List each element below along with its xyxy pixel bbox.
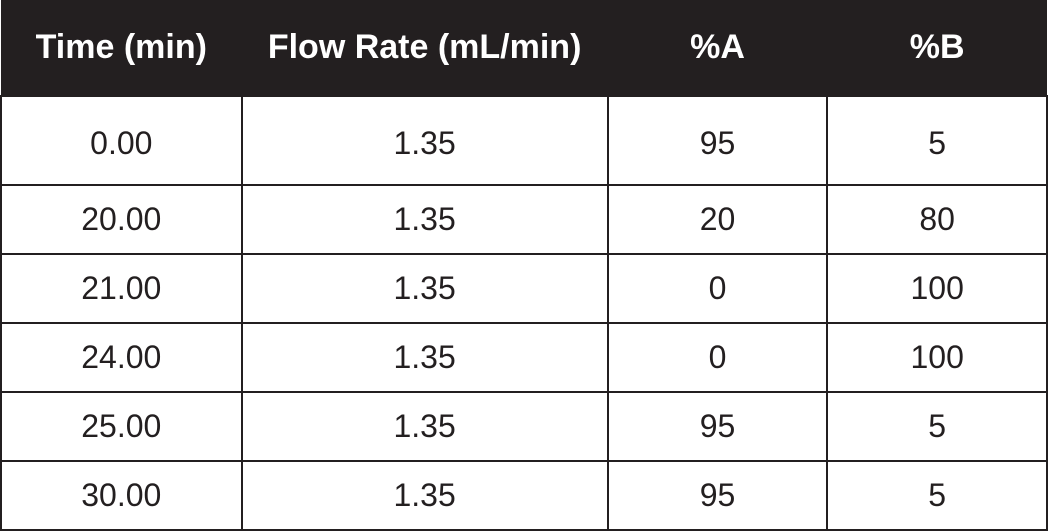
cell-flow: 1.35: [242, 96, 608, 185]
table-row: 25.00 1.35 95 5: [1, 392, 1047, 461]
cell-flow: 1.35: [242, 392, 608, 461]
table-header-row: Time (min) Flow Rate (mL/min) %A %B: [1, 0, 1047, 96]
col-header-b: %B: [827, 0, 1047, 96]
cell-b: 5: [827, 392, 1047, 461]
cell-flow: 1.35: [242, 461, 608, 530]
cell-time: 0.00: [1, 96, 242, 185]
cell-a: 95: [608, 392, 828, 461]
cell-flow: 1.35: [242, 185, 608, 254]
gradient-table-container: Time (min) Flow Rate (mL/min) %A %B 0.00…: [0, 0, 1048, 531]
cell-time: 30.00: [1, 461, 242, 530]
cell-a: 20: [608, 185, 828, 254]
cell-time: 25.00: [1, 392, 242, 461]
cell-a: 0: [608, 323, 828, 392]
col-header-a: %A: [608, 0, 828, 96]
cell-a: 0: [608, 254, 828, 323]
table-row: 0.00 1.35 95 5: [1, 96, 1047, 185]
table-row: 30.00 1.35 95 5: [1, 461, 1047, 530]
cell-b: 5: [827, 96, 1047, 185]
cell-flow: 1.35: [242, 323, 608, 392]
cell-time: 21.00: [1, 254, 242, 323]
cell-a: 95: [608, 461, 828, 530]
cell-time: 24.00: [1, 323, 242, 392]
cell-b: 100: [827, 323, 1047, 392]
cell-b: 80: [827, 185, 1047, 254]
cell-a: 95: [608, 96, 828, 185]
cell-b: 100: [827, 254, 1047, 323]
table-row: 21.00 1.35 0 100: [1, 254, 1047, 323]
table-row: 20.00 1.35 20 80: [1, 185, 1047, 254]
gradient-table: Time (min) Flow Rate (mL/min) %A %B 0.00…: [0, 0, 1048, 531]
cell-time: 20.00: [1, 185, 242, 254]
cell-flow: 1.35: [242, 254, 608, 323]
col-header-time: Time (min): [1, 0, 242, 96]
col-header-flow: Flow Rate (mL/min): [242, 0, 608, 96]
table-row: 24.00 1.35 0 100: [1, 323, 1047, 392]
cell-b: 5: [827, 461, 1047, 530]
